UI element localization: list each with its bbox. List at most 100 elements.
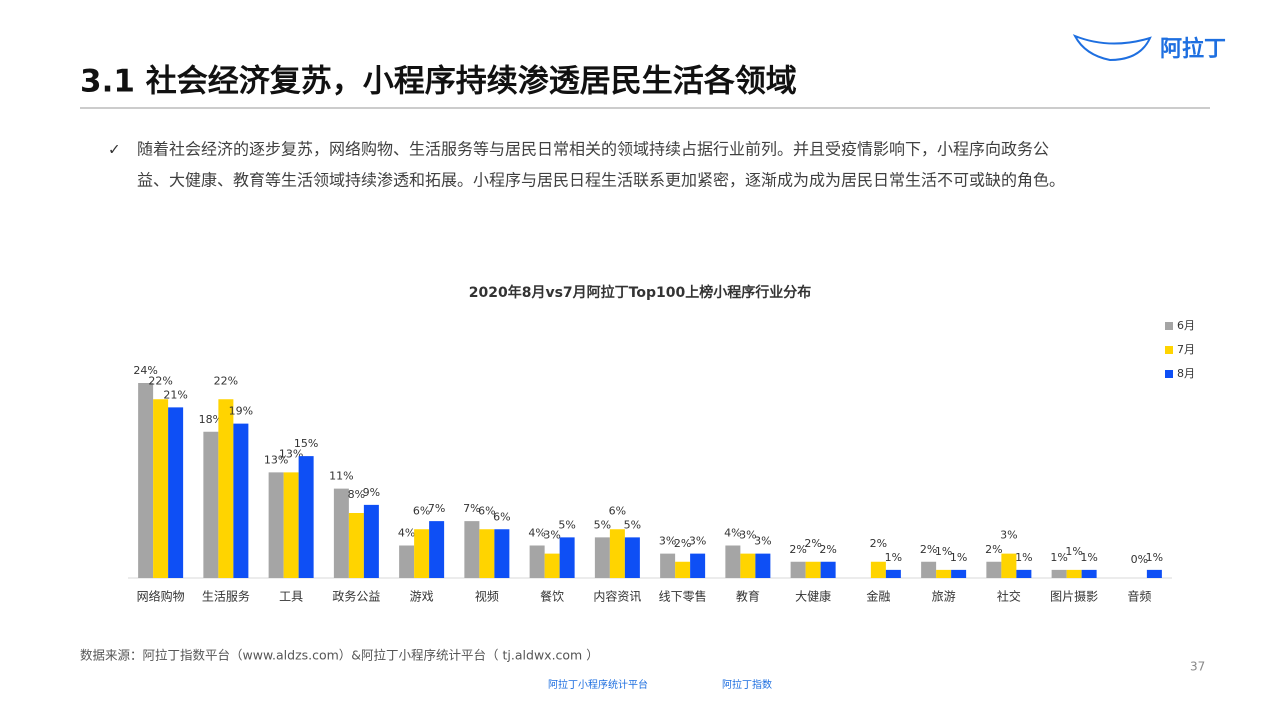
data-label: 1%: [935, 545, 952, 558]
data-label: 2%: [789, 543, 806, 556]
data-label: 21%: [163, 388, 187, 401]
footer-logo: 阿拉丁小程序统计平台: [548, 678, 648, 691]
bar: [399, 545, 415, 578]
bar: [725, 545, 741, 578]
bar: [885, 569, 901, 578]
x-tick-label: 金融: [866, 589, 890, 604]
bullet-line: 随着社会经济的逐步复苏，网络购物、生活服务等与居民日常相关的领域持续占据行业前列…: [137, 140, 1049, 159]
x-tick-label: 教育: [736, 589, 760, 604]
data-label: 2%: [920, 543, 937, 556]
legend-swatch: [1165, 346, 1173, 354]
x-tick-label: 政务公益: [332, 589, 380, 604]
source: 数据来源：阿拉丁指数平台（www.aldzs.com）&阿拉丁小程序统计平台（ …: [80, 648, 599, 663]
bar: [348, 513, 364, 578]
bar: [790, 561, 806, 578]
bar: [609, 529, 625, 578]
data-label: 1%: [885, 551, 902, 564]
x-tick-label: 网络购物: [137, 589, 185, 604]
legend-swatch: [1165, 322, 1173, 330]
legend-label: 6月: [1177, 319, 1195, 332]
page-number: 37: [1190, 660, 1205, 674]
data-label: 19%: [229, 405, 253, 418]
bar: [203, 431, 219, 578]
bar: [464, 521, 480, 578]
bar: [333, 488, 349, 578]
data-label: 6%: [478, 504, 495, 517]
data-label: 22%: [148, 374, 172, 387]
data-label: 4%: [528, 527, 545, 540]
bar: [1051, 569, 1067, 578]
bar: [1016, 569, 1032, 578]
data-label: 4%: [398, 527, 415, 540]
x-tick-label: 社交: [997, 589, 1021, 604]
data-label: 18%: [199, 413, 223, 426]
x-tick-label: 音频: [1127, 589, 1151, 604]
data-label: 3%: [543, 529, 560, 542]
bar: [153, 399, 169, 578]
data-label: 2%: [804, 537, 821, 550]
data-label: 13%: [279, 447, 303, 460]
bar: [660, 553, 676, 578]
bar: [755, 553, 771, 578]
bar: [283, 472, 299, 578]
x-tick-label: 工具: [279, 590, 303, 604]
bar: [138, 383, 154, 578]
bar: [740, 553, 756, 578]
data-label: 0%: [1131, 553, 1148, 566]
logo-text: 阿拉丁: [1160, 36, 1226, 62]
bar: [233, 423, 249, 578]
data-label: 13%: [264, 453, 288, 466]
bar: [414, 529, 430, 578]
bar: [805, 561, 821, 578]
legend-swatch: [1165, 370, 1173, 378]
x-tick-label: 生活服务: [202, 589, 250, 604]
bar: [624, 537, 640, 578]
data-label: 1%: [950, 551, 967, 564]
data-label: 2%: [870, 537, 887, 550]
data-label: 3%: [754, 535, 771, 548]
bar: [921, 561, 937, 578]
x-tick-label: 旅游: [932, 590, 956, 604]
data-label: 5%: [594, 518, 611, 531]
bar: [951, 569, 967, 578]
data-label: 2%: [674, 537, 691, 550]
data-label: 2%: [985, 543, 1002, 556]
legend-label: 7月: [1177, 343, 1195, 356]
data-label: 1%: [1146, 551, 1163, 564]
check-icon: ✓: [108, 141, 121, 159]
legend-label: 8月: [1177, 367, 1195, 380]
chart-title: 2020年8月vs7月阿拉丁Top100上榜小程序行业分布: [469, 284, 811, 301]
x-tick-label: 大健康: [795, 589, 831, 604]
bar: [1001, 553, 1017, 578]
data-label: 15%: [294, 437, 318, 450]
data-label: 11%: [329, 470, 353, 483]
data-label: 6%: [493, 510, 510, 523]
bar: [936, 569, 952, 578]
bar: [870, 561, 886, 578]
x-tick-label: 线下零售: [659, 589, 707, 604]
bar: [544, 553, 560, 578]
slide-title: 3.1 社会经济复苏，小程序持续渗透居民生活各领域: [80, 64, 797, 100]
data-label: 1%: [1065, 545, 1082, 558]
data-label: 5%: [558, 518, 575, 531]
bar: [1066, 569, 1082, 578]
data-label: 6%: [413, 504, 430, 517]
data-label: 3%: [659, 535, 676, 548]
x-tick-label: 图片摄影: [1050, 589, 1098, 604]
bar: [218, 399, 234, 578]
bar: [363, 504, 379, 578]
bar: [594, 537, 610, 578]
bar: [529, 545, 545, 578]
data-label: 7%: [463, 502, 480, 515]
bar: [820, 561, 836, 578]
data-label: 3%: [689, 535, 706, 548]
data-label: 3%: [1000, 529, 1017, 542]
data-label: 1%: [1080, 551, 1097, 564]
x-tick-label: 视频: [475, 589, 499, 604]
data-label: 8%: [348, 488, 365, 501]
data-label: 1%: [1050, 551, 1067, 564]
data-label: 2%: [819, 543, 836, 556]
bar: [690, 553, 706, 578]
bar: [298, 456, 314, 578]
